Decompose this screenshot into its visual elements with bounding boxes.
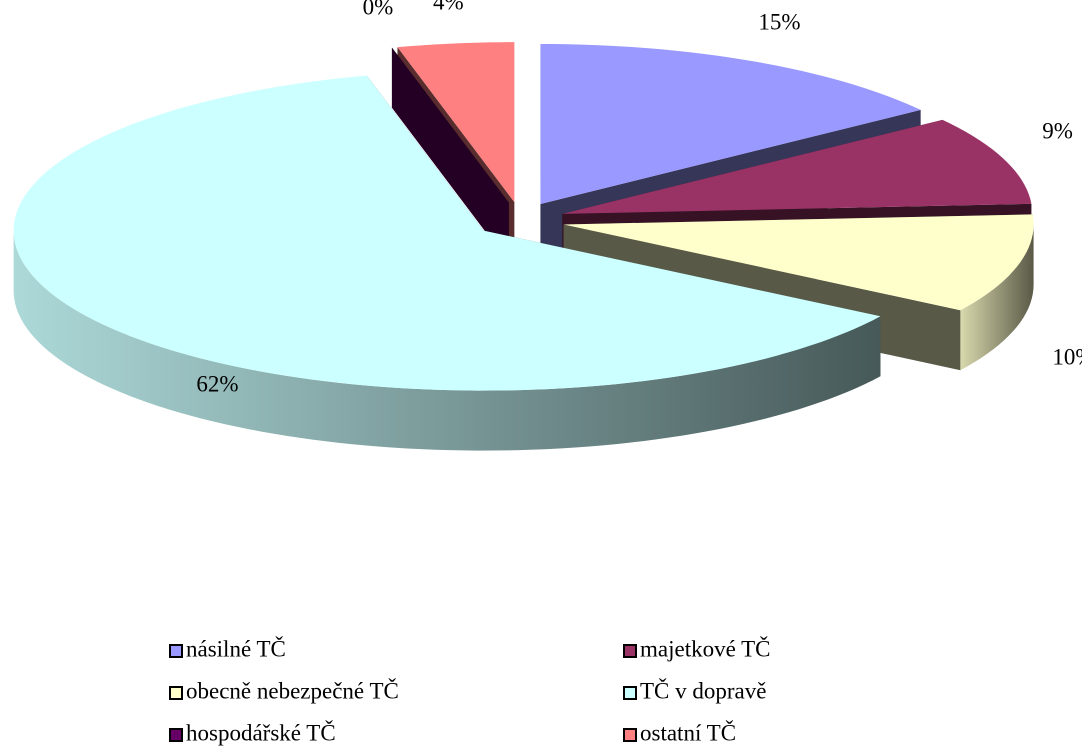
slice-top xyxy=(563,214,1034,311)
data-label: 4% xyxy=(433,0,464,15)
data-label: 9% xyxy=(1042,118,1073,143)
data-label: 62% xyxy=(196,372,238,397)
legend-swatch xyxy=(623,728,637,742)
slice-wall xyxy=(13,230,881,451)
slice xyxy=(13,75,881,451)
legend-swatch xyxy=(623,644,637,658)
data-label: 0% xyxy=(363,0,394,19)
data-label: 15% xyxy=(758,10,800,35)
legend-swatch xyxy=(623,686,637,700)
slice-top xyxy=(397,42,515,203)
legend-label: TČ v dopravě xyxy=(640,677,766,703)
legend-swatch xyxy=(169,686,183,700)
slice-wall xyxy=(960,224,1034,371)
legend-swatch xyxy=(169,644,183,658)
slice-top xyxy=(540,43,921,204)
legend-label: obecně nebezpečné TČ xyxy=(186,677,399,703)
slice-top xyxy=(13,75,881,391)
legend-label: násilné TČ xyxy=(186,635,286,661)
slice xyxy=(391,47,509,263)
legend-label: ostatní TČ xyxy=(640,719,736,745)
data-label: 10% xyxy=(1052,344,1082,369)
legend-label: majetkové TČ xyxy=(640,635,771,661)
slice-top xyxy=(562,119,1032,214)
legend-swatch xyxy=(169,728,183,742)
legend-label: hospodářské TČ xyxy=(186,719,336,745)
slice-side xyxy=(391,47,509,263)
